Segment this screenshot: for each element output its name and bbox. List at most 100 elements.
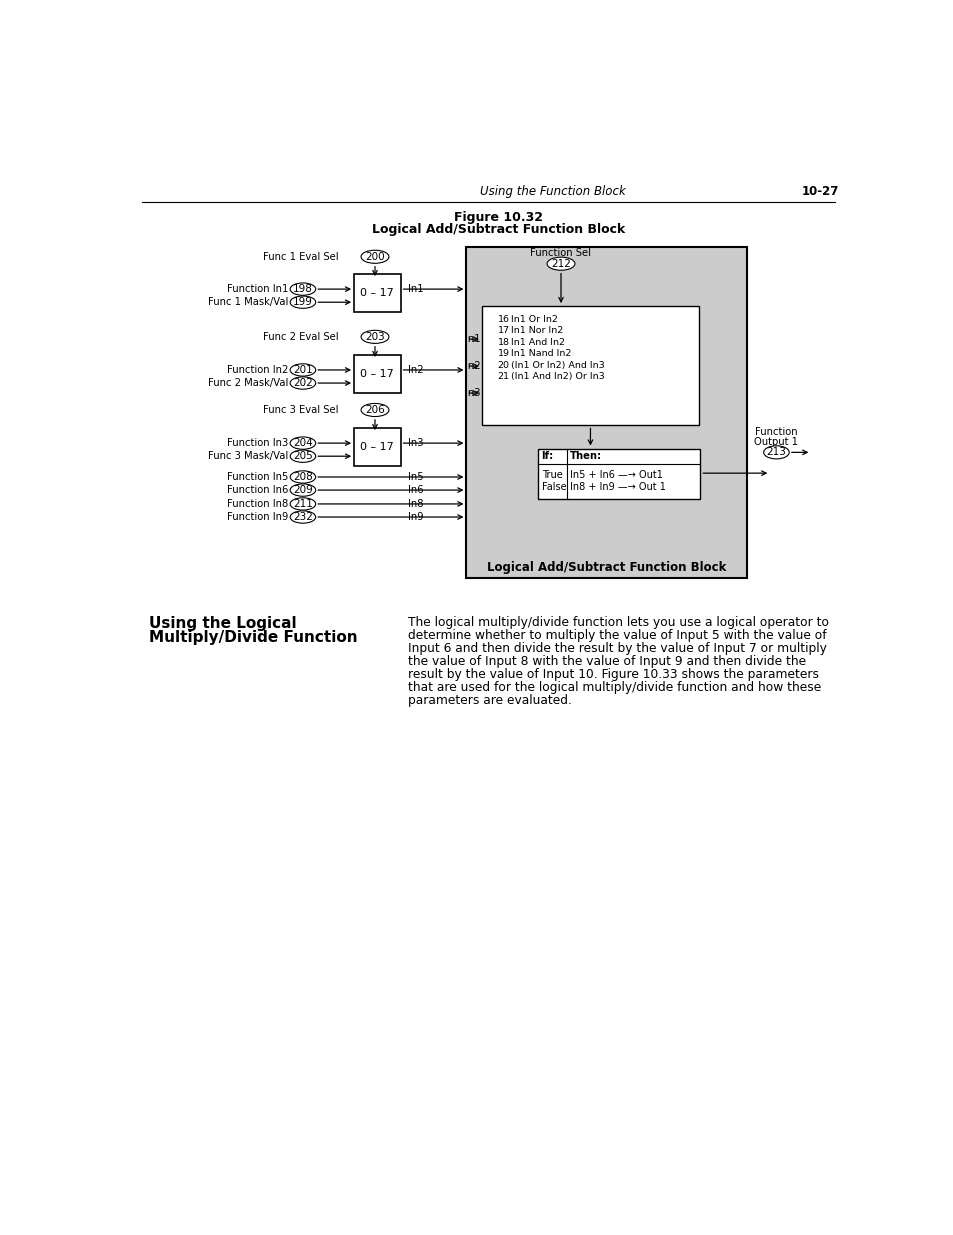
Text: (In1 And In2) Or In3: (In1 And In2) Or In3	[511, 373, 604, 382]
Ellipse shape	[360, 251, 389, 263]
Text: 204: 204	[293, 438, 313, 448]
Text: Func 3 Mask/Val: Func 3 Mask/Val	[208, 451, 288, 461]
Text: Figure 10.32: Figure 10.32	[454, 211, 543, 224]
Text: Function In5: Function In5	[227, 472, 288, 482]
Text: V: V	[360, 451, 367, 461]
Text: 202: 202	[293, 378, 313, 388]
Text: Function In8: Function In8	[227, 499, 288, 509]
Ellipse shape	[762, 446, 788, 459]
Text: the value of Input 8 with the value of Input 9 and then divide the: the value of Input 8 with the value of I…	[407, 655, 805, 668]
Text: In3: In3	[464, 388, 480, 398]
Text: determine whether to multiply the value of Input 5 with the value of: determine whether to multiply the value …	[407, 629, 825, 642]
Text: Using the Logical: Using the Logical	[149, 615, 296, 631]
Text: V: V	[360, 298, 367, 308]
Text: Func 2 Mask/Val: Func 2 Mask/Val	[208, 378, 288, 388]
Text: Func 2 Eval Sel: Func 2 Eval Sel	[263, 332, 338, 342]
Text: In1 Nand In2: In1 Nand In2	[511, 350, 571, 358]
Text: V: V	[360, 378, 367, 388]
Text: 0 – 17: 0 – 17	[360, 369, 394, 379]
Ellipse shape	[290, 450, 315, 462]
Text: 203: 203	[365, 332, 384, 342]
Text: 0 – 17: 0 – 17	[360, 288, 394, 298]
Text: If:: If:	[541, 451, 554, 461]
Ellipse shape	[290, 498, 315, 510]
Bar	[481, 306, 699, 425]
Text: In1 And In2: In1 And In2	[511, 337, 565, 347]
Bar	[354, 274, 400, 312]
Text: 200: 200	[365, 252, 384, 262]
Text: 19: 19	[497, 350, 509, 358]
Text: that are used for the logical multiply/divide function and how these: that are used for the logical multiply/d…	[407, 680, 820, 694]
Text: 212: 212	[551, 258, 570, 269]
Text: 206: 206	[365, 405, 384, 415]
Text: In1 Or In2: In1 Or In2	[511, 315, 558, 324]
Bar	[354, 427, 400, 466]
Ellipse shape	[360, 404, 389, 416]
Ellipse shape	[290, 283, 315, 295]
Ellipse shape	[290, 471, 315, 483]
Text: In1: In1	[408, 284, 423, 294]
Text: 201: 201	[293, 366, 313, 375]
Text: 18: 18	[497, 337, 509, 347]
Text: Func 1 Eval Sel: Func 1 Eval Sel	[263, 252, 338, 262]
Text: I: I	[362, 430, 365, 440]
Bar	[466, 247, 746, 578]
Text: Output 1: Output 1	[754, 436, 798, 447]
Ellipse shape	[290, 377, 315, 389]
Text: Function Sel: Function Sel	[530, 248, 591, 258]
Text: In5 + In6 —→ Out1: In5 + In6 —→ Out1	[570, 471, 662, 480]
Text: Multiply/Divide Function: Multiply/Divide Function	[149, 630, 357, 645]
Ellipse shape	[290, 511, 315, 524]
Text: 17: 17	[497, 326, 509, 335]
Text: Function In1: Function In1	[227, 284, 288, 294]
Text: Input 6 and then divide the result by the value of Input 7 or multiply: Input 6 and then divide the result by th…	[407, 642, 825, 655]
Bar	[354, 354, 400, 393]
Text: True: True	[541, 471, 561, 480]
Ellipse shape	[546, 257, 575, 270]
Text: 232: 232	[293, 513, 313, 522]
Text: Logical Add/Subtract Function Block: Logical Add/Subtract Function Block	[372, 224, 625, 236]
Text: I: I	[362, 275, 365, 285]
Text: Function In9: Function In9	[227, 513, 288, 522]
Text: Then:: Then:	[570, 451, 601, 461]
Text: parameters are evaluated.: parameters are evaluated.	[407, 694, 571, 708]
Text: In6: In6	[408, 485, 423, 495]
Text: Using the Function Block: Using the Function Block	[480, 185, 625, 198]
Text: 213: 213	[765, 447, 785, 457]
Text: result by the value of Input 10. Figure 10.33 shows the parameters: result by the value of Input 10. Figure …	[407, 668, 818, 680]
Text: I: I	[362, 357, 365, 367]
Text: Function In2: Function In2	[227, 366, 288, 375]
Text: In8 + In9 —→ Out 1: In8 + In9 —→ Out 1	[570, 482, 665, 492]
Text: 211: 211	[293, 499, 313, 509]
Text: 16: 16	[497, 315, 509, 324]
Text: In8: In8	[408, 499, 423, 509]
Text: 209: 209	[293, 485, 313, 495]
Text: 21: 21	[497, 373, 509, 382]
Text: 0 – 17: 0 – 17	[360, 442, 394, 452]
Text: Func 1 Mask/Val: Func 1 Mask/Val	[208, 298, 288, 308]
Text: Function In6: Function In6	[227, 485, 288, 495]
Text: The logical multiply/divide function lets you use a logical operator to: The logical multiply/divide function let…	[407, 615, 828, 629]
Text: In5: In5	[408, 472, 423, 482]
Ellipse shape	[360, 330, 389, 343]
Ellipse shape	[290, 296, 315, 309]
Text: In1: In1	[464, 335, 480, 345]
Ellipse shape	[290, 437, 315, 450]
Text: In3: In3	[408, 438, 423, 448]
Text: Func 3 Eval Sel: Func 3 Eval Sel	[263, 405, 338, 415]
Text: (In1 Or In2) And In3: (In1 Or In2) And In3	[511, 361, 604, 369]
Bar	[537, 448, 700, 499]
Text: In9: In9	[408, 513, 423, 522]
Text: In2: In2	[408, 366, 423, 375]
Text: 205: 205	[293, 451, 313, 461]
Text: 198: 198	[293, 284, 313, 294]
Text: False: False	[541, 482, 566, 492]
Text: Function: Function	[755, 426, 797, 436]
Text: 10-27: 10-27	[801, 185, 839, 198]
Text: In2: In2	[464, 361, 480, 370]
Text: Function In3: Function In3	[227, 438, 288, 448]
Text: Logical Add/Subtract Function Block: Logical Add/Subtract Function Block	[487, 561, 725, 573]
Text: 208: 208	[293, 472, 313, 482]
Ellipse shape	[290, 364, 315, 377]
Ellipse shape	[290, 484, 315, 496]
